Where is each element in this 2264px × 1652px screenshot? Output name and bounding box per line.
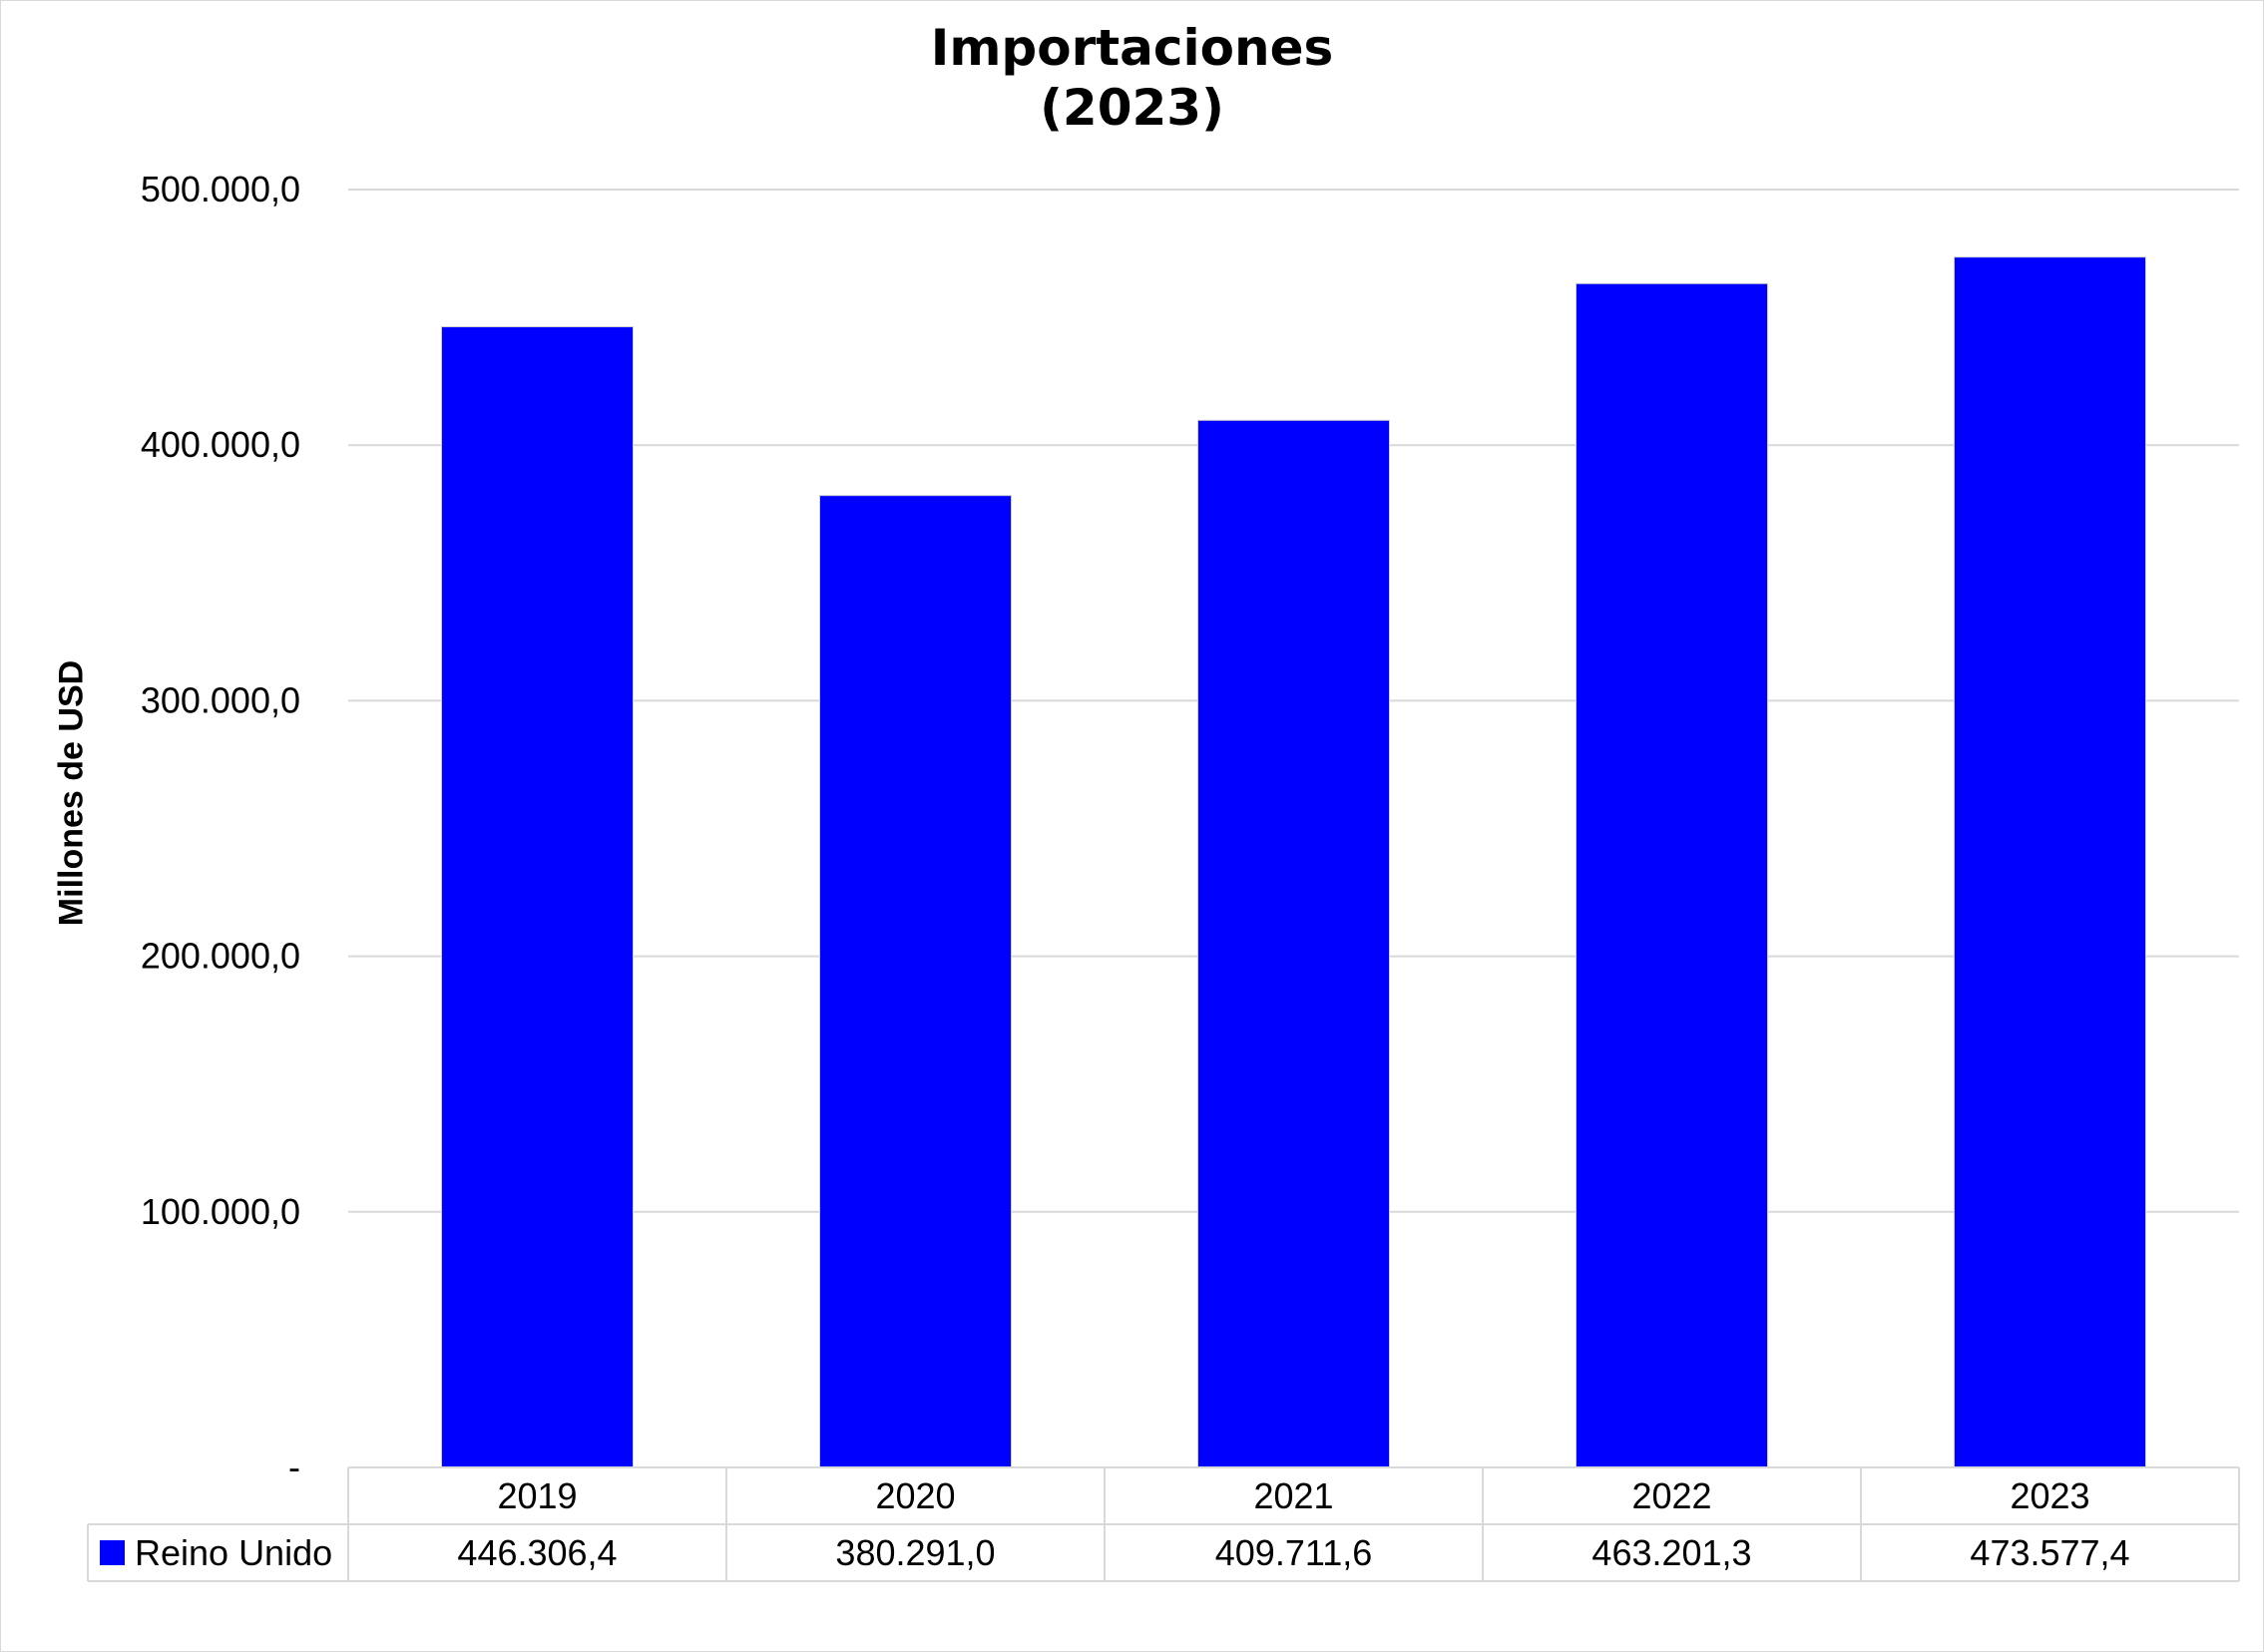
- x-tick-label: 2023: [2010, 1475, 2089, 1516]
- data-label: 446.306,4: [457, 1532, 617, 1573]
- chart-title-line-1: Importaciones: [930, 19, 1334, 77]
- legend-label: Reino Unido: [135, 1532, 332, 1573]
- x-tick-label: 2021: [1253, 1475, 1333, 1516]
- y-tick-label: 200.000,0: [141, 936, 300, 977]
- bar: [1197, 419, 1390, 1468]
- bar: [1954, 256, 2146, 1468]
- x-tick-label: 2019: [497, 1475, 577, 1516]
- y-tick-label: 100.000,0: [141, 1191, 300, 1232]
- data-label: 473.577,4: [1970, 1532, 2129, 1573]
- x-tick-label: 2020: [875, 1475, 955, 1516]
- data-label: 463.201,3: [1591, 1532, 1751, 1573]
- legend-swatch: [100, 1540, 125, 1565]
- y-tick-label: -: [288, 1446, 300, 1487]
- data-label: 380.291,0: [835, 1532, 995, 1573]
- x-tick-label: 2022: [1631, 1475, 1711, 1516]
- bar: [1576, 282, 1768, 1468]
- bar: [441, 326, 634, 1468]
- chart-title-line-2: (2023): [1040, 79, 1224, 137]
- y-tick-label: 400.000,0: [141, 424, 300, 465]
- chart-title: Importaciones (2023): [0, 18, 2264, 138]
- bar: [819, 495, 1012, 1468]
- y-tick-label: 300.000,0: [141, 679, 300, 720]
- y-tick-label: 500.000,0: [141, 169, 300, 209]
- data-label: 409.711,6: [1215, 1532, 1372, 1573]
